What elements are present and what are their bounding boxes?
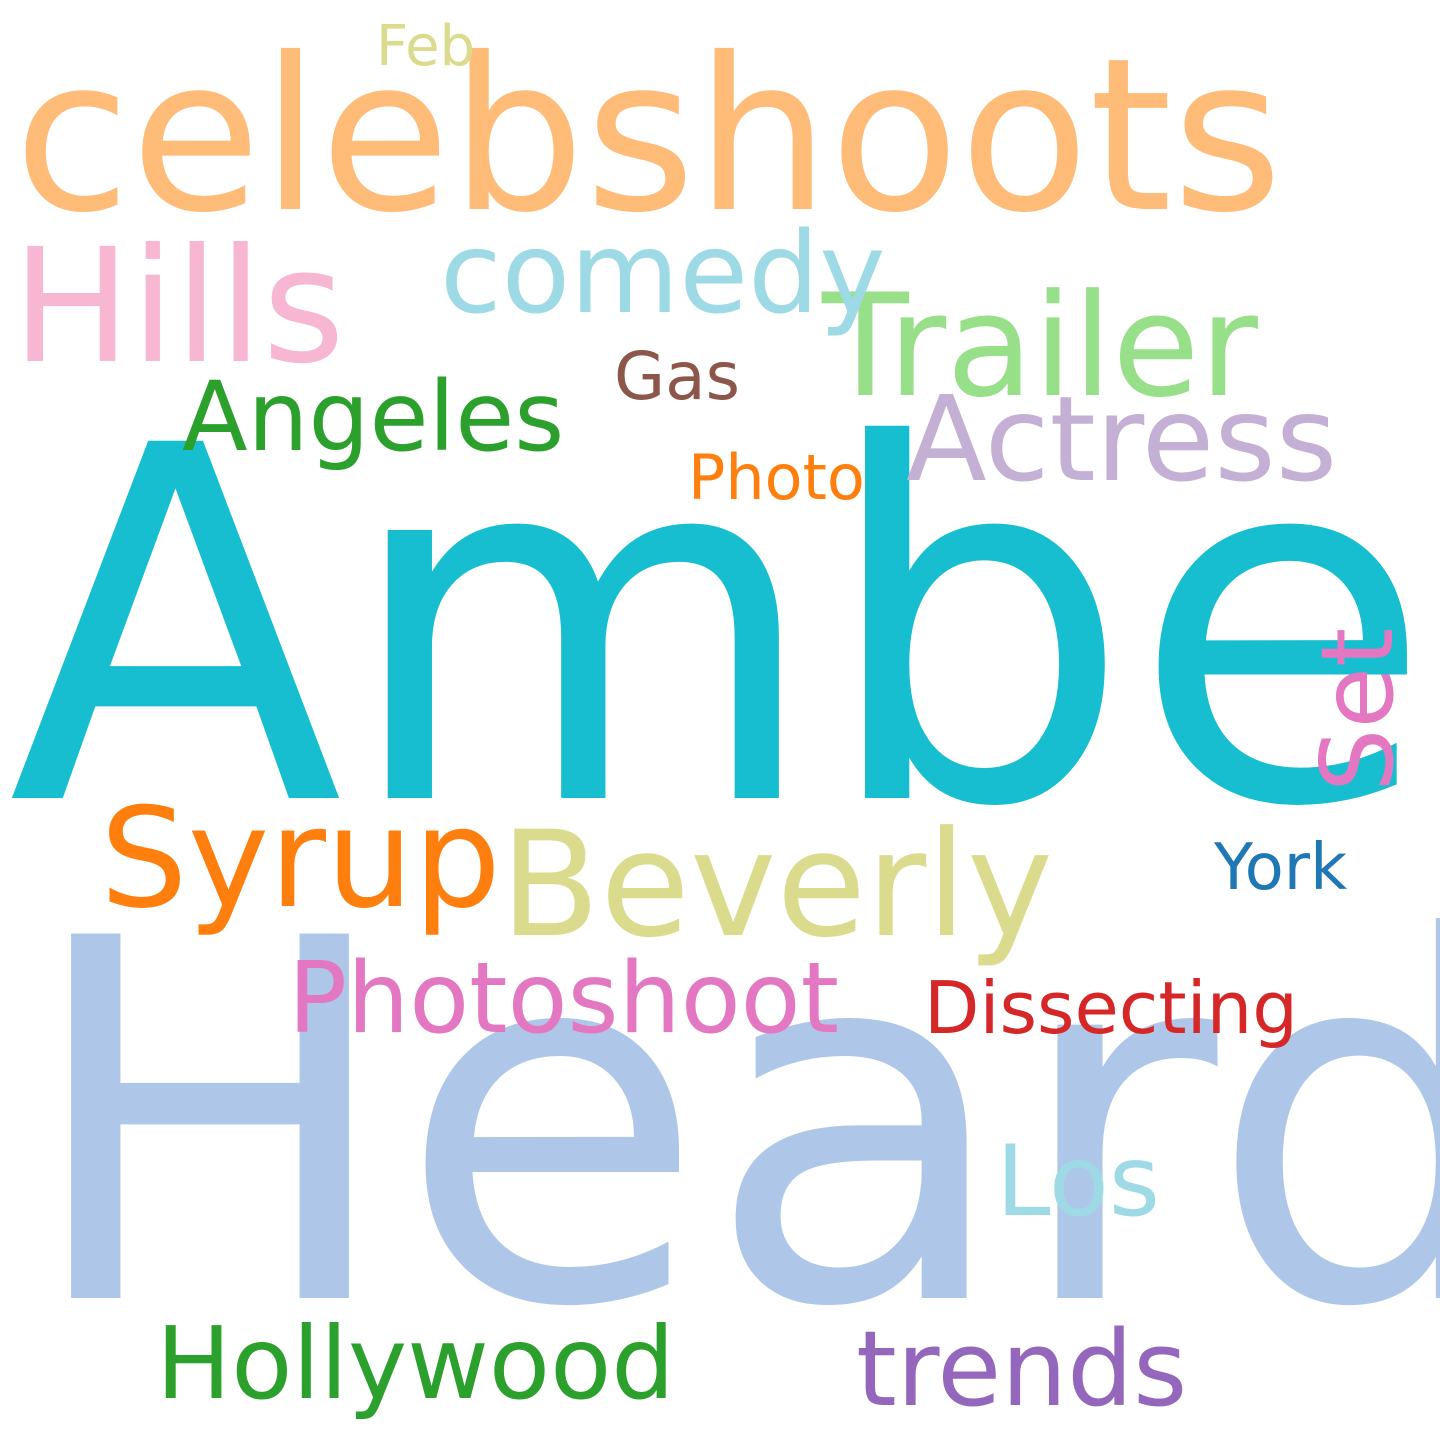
word-actress: Actress xyxy=(906,370,1338,508)
word-dissecting: Dissecting xyxy=(924,966,1298,1050)
word-gas: Gas xyxy=(614,338,740,415)
word-hills: Hills xyxy=(12,215,345,399)
word-beverly: Beverly xyxy=(500,800,1054,970)
word-amber: Amber xyxy=(8,343,1440,914)
word-comedy: comedy xyxy=(440,209,886,339)
word-photoshoot: Photoshoot xyxy=(288,942,840,1056)
word-york: York xyxy=(1214,831,1348,905)
word-trailer: Trailer xyxy=(822,264,1258,429)
word-angeles: Angeles xyxy=(182,361,565,473)
word-photo: Photo xyxy=(688,441,865,514)
word-trends: trends xyxy=(856,1308,1188,1430)
word-los: Los xyxy=(996,1125,1160,1239)
word-feb: Feb xyxy=(376,14,476,79)
word-set: Set xyxy=(1299,627,1416,792)
word-syrup: Syrup xyxy=(100,778,502,939)
word-hollywood: Hollywood xyxy=(156,1305,675,1422)
word-heard: Heard xyxy=(22,834,1440,1416)
word-celebshoots: celebshoots xyxy=(14,12,1283,259)
